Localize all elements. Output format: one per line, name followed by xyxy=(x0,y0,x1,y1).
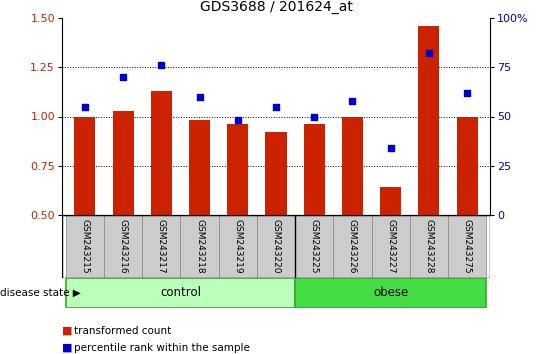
Point xyxy=(195,94,204,99)
Bar xyxy=(181,215,219,278)
Bar xyxy=(151,91,172,314)
Bar xyxy=(333,215,371,278)
Text: ■: ■ xyxy=(62,343,72,353)
Point xyxy=(233,118,242,123)
Point xyxy=(310,114,319,119)
Bar xyxy=(418,26,439,314)
Text: transformed count: transformed count xyxy=(74,326,171,336)
Text: GSM243275: GSM243275 xyxy=(462,219,472,274)
Bar xyxy=(74,116,95,314)
Text: GSM243226: GSM243226 xyxy=(348,219,357,274)
Point xyxy=(463,90,472,96)
Bar xyxy=(295,215,333,278)
Text: GSM243219: GSM243219 xyxy=(233,219,243,274)
Bar xyxy=(113,110,134,314)
Text: GSM243218: GSM243218 xyxy=(195,219,204,274)
Point xyxy=(157,62,165,68)
Point xyxy=(386,145,395,151)
Text: GSM243228: GSM243228 xyxy=(424,219,433,274)
Bar xyxy=(189,120,210,314)
Text: GSM243215: GSM243215 xyxy=(80,219,89,274)
Bar xyxy=(66,215,104,278)
Bar xyxy=(142,215,181,278)
Text: percentile rank within the sample: percentile rank within the sample xyxy=(74,343,250,353)
Bar xyxy=(303,124,324,314)
Text: GSM243227: GSM243227 xyxy=(386,219,395,274)
Bar xyxy=(410,215,448,278)
Bar xyxy=(257,215,295,278)
Bar xyxy=(266,132,287,314)
Bar xyxy=(104,215,142,278)
Bar xyxy=(295,278,486,308)
Text: GSM243220: GSM243220 xyxy=(272,219,280,274)
Text: obese: obese xyxy=(373,286,408,299)
Bar xyxy=(448,215,486,278)
Bar xyxy=(227,124,248,314)
Point xyxy=(119,74,127,80)
Point xyxy=(348,98,357,104)
Bar xyxy=(219,215,257,278)
Text: ■: ■ xyxy=(62,326,72,336)
Text: GSM243217: GSM243217 xyxy=(157,219,166,274)
Text: control: control xyxy=(160,286,201,299)
Text: GSM243216: GSM243216 xyxy=(119,219,128,274)
Text: disease state ▶: disease state ▶ xyxy=(0,288,81,298)
Bar xyxy=(342,116,363,314)
Text: GSM243225: GSM243225 xyxy=(310,219,319,274)
Point xyxy=(425,51,433,56)
Title: GDS3688 / 201624_at: GDS3688 / 201624_at xyxy=(199,0,353,14)
Bar xyxy=(66,278,295,308)
Bar xyxy=(380,187,401,314)
Bar xyxy=(457,116,478,314)
Bar xyxy=(371,215,410,278)
Point xyxy=(81,104,89,109)
Point xyxy=(272,104,280,109)
